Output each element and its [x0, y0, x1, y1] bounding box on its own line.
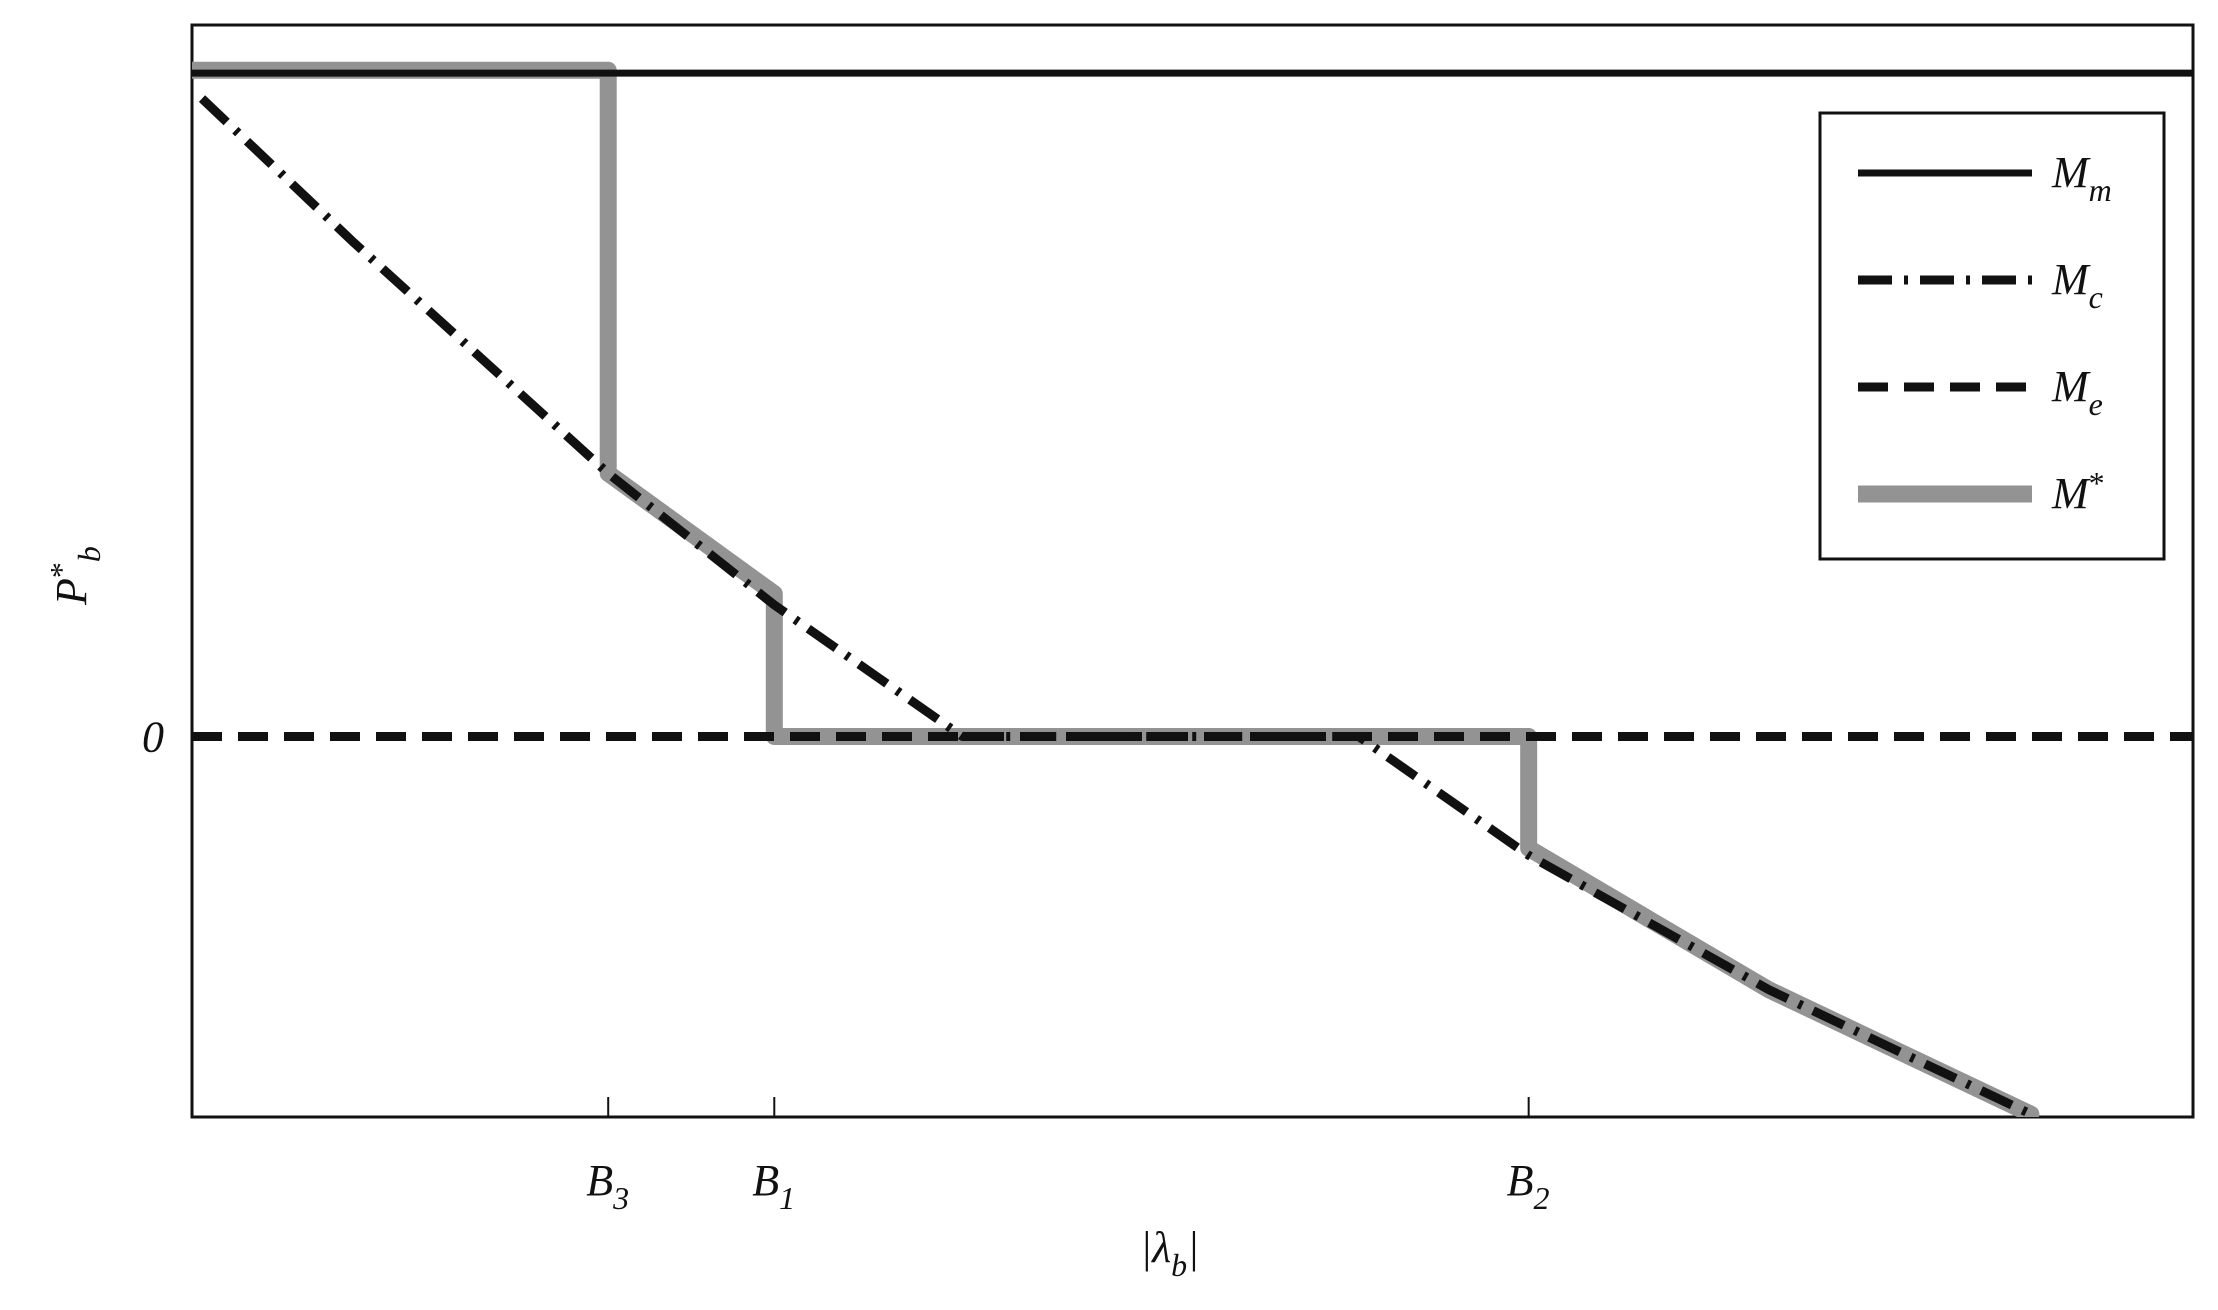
legend-box — [1818, 111, 2166, 561]
x-axis-label: |λb| — [1140, 1223, 1199, 1283]
plot-frame — [190, 23, 2195, 1119]
plot-area — [192, 61, 2193, 1117]
series-line — [192, 61, 2040, 1117]
y-tick-label: 0 — [142, 712, 164, 761]
y-axis-label: P*b — [43, 546, 107, 606]
series-line — [198, 95, 2033, 1117]
x-tick-label: B3 — [586, 1156, 629, 1216]
legend-label: M* — [2051, 465, 2105, 518]
legend-label: Me — [2051, 362, 2103, 422]
legend-label: Mm — [2051, 148, 2112, 208]
x-tick-label: B1 — [752, 1156, 795, 1216]
x-tick-label: B2 — [1507, 1156, 1550, 1216]
legend-label: Mc — [2051, 255, 2103, 315]
